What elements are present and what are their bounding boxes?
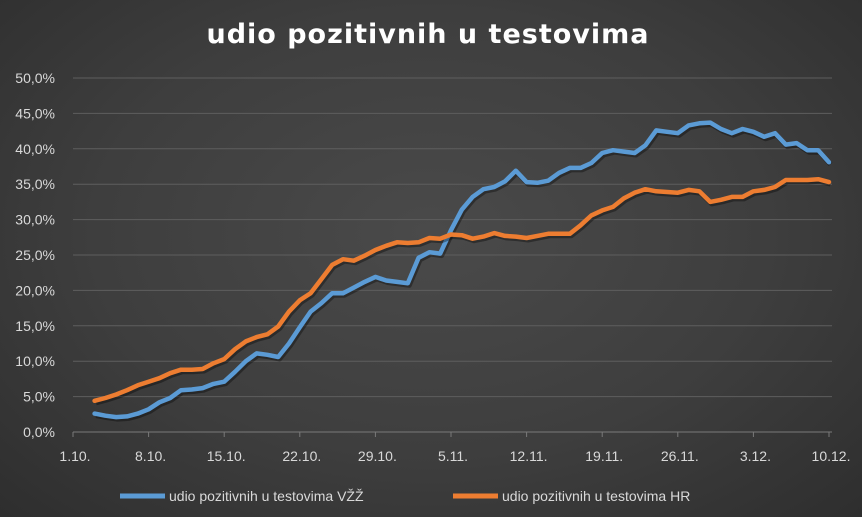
y-tick-label: 30,0%	[15, 212, 55, 228]
legend: udio pozitivnih u testovima VŽŽ udio poz…	[120, 488, 690, 504]
legend-label-hr: udio pozitivnih u testovima HR	[502, 488, 690, 504]
y-tick-label: 5,0%	[23, 389, 55, 405]
x-tick-label: 29.10.	[358, 448, 397, 464]
y-tick-label: 0,0%	[23, 424, 55, 440]
x-tick-label: 12.11.	[510, 448, 548, 464]
y-tick-label: 20,0%	[15, 282, 55, 298]
x-tick-label: 10.12.	[812, 448, 851, 464]
x-tick-label: 26.11.	[661, 448, 699, 464]
series-shadow	[95, 122, 833, 422]
x-tick-label: 22.10.	[282, 448, 321, 464]
series-line-vzz	[92, 120, 832, 420]
y-tick-label: 15,0%	[15, 318, 55, 334]
x-axis: 1.10. 8.10. 15.10. 22.10. 29.10. 5.11. 12.11. 1…	[59, 432, 850, 464]
chart-title: udio pozitivnih u testovima	[206, 19, 649, 50]
legend-label-vzz: udio pozitivnih u testovima VŽŽ	[169, 488, 364, 504]
x-tick-label: 1.10.	[59, 448, 90, 464]
y-axis: 0,0% 5,0% 10,0% 15,0% 20,0% 25,0% 30,0% 35,0% 40…	[15, 70, 55, 440]
x-tick-label: 5.11.	[438, 448, 468, 464]
y-tick-label: 45,0%	[15, 105, 55, 121]
y-tick-label: 40,0%	[15, 141, 55, 157]
y-tick-label: 50,0%	[15, 70, 55, 86]
x-tick-label: 15.10.	[207, 448, 246, 464]
x-tick-label: 3.12.	[740, 448, 771, 464]
gridlines	[73, 77, 832, 433]
y-tick-label: 25,0%	[15, 247, 55, 263]
series-line-hr	[92, 176, 832, 404]
x-tick-label: 8.10.	[135, 448, 166, 464]
x-tick-label: 19.11.	[585, 448, 623, 464]
series-lines	[92, 120, 833, 422]
y-tick-label: 10,0%	[15, 353, 55, 369]
y-tick-label: 35,0%	[15, 176, 55, 192]
